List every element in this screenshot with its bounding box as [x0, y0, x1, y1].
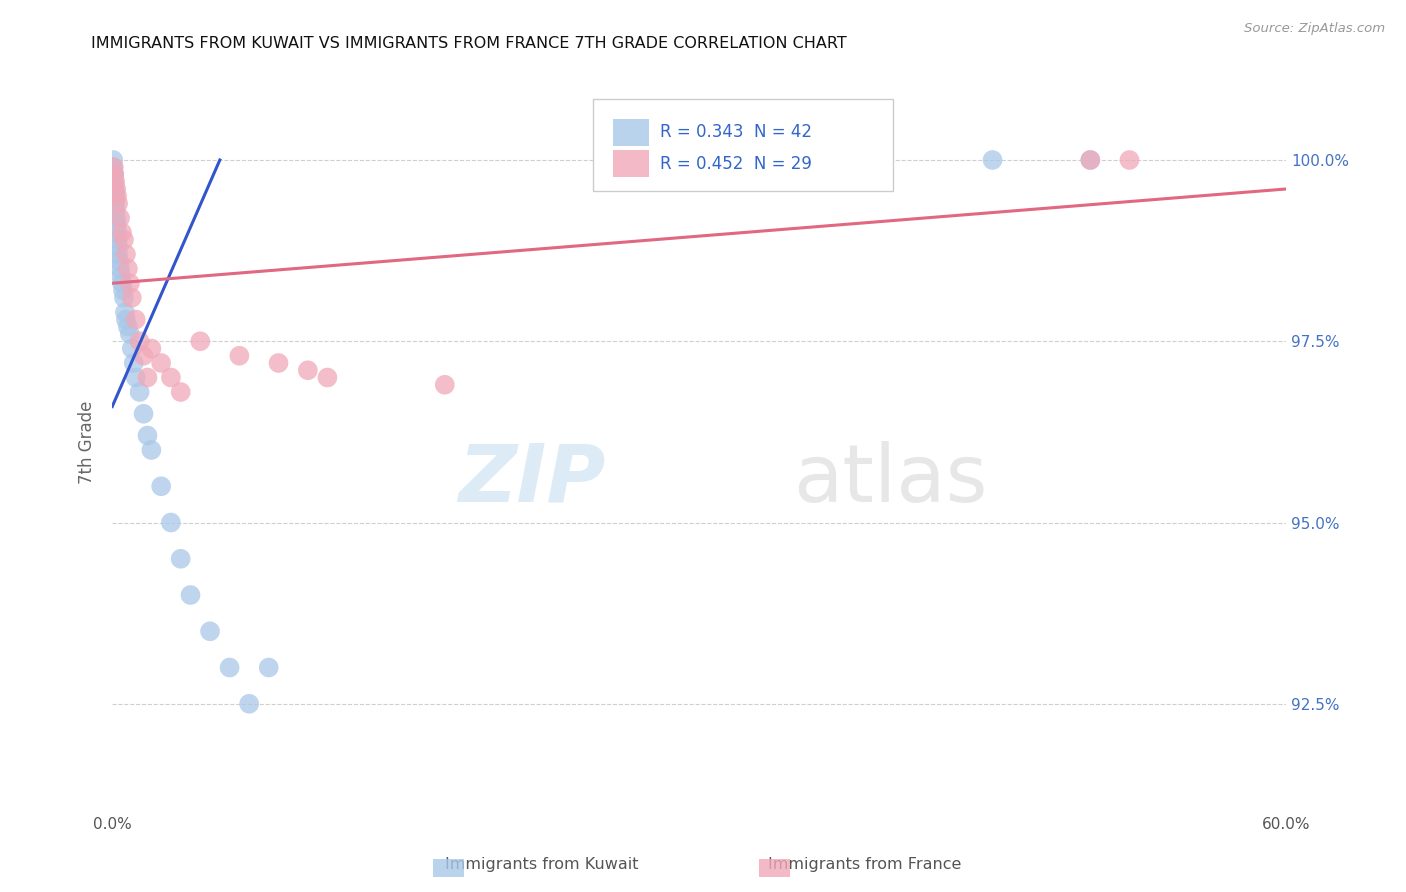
Point: [104, 203, 127, 218]
Point: [103, 168, 125, 182]
Point: [112, 233, 135, 247]
Point: [179, 588, 201, 602]
Point: [170, 551, 193, 566]
Point: [160, 516, 183, 530]
Point: [981, 153, 1004, 167]
Point: [141, 342, 163, 356]
Point: [115, 312, 138, 326]
Point: [170, 384, 193, 399]
Point: [104, 182, 127, 196]
Y-axis label: 7th Grade: 7th Grade: [79, 401, 96, 484]
Point: [105, 219, 128, 233]
Point: [433, 377, 456, 392]
Text: R = 0.452  N = 29: R = 0.452 N = 29: [661, 155, 813, 173]
Point: [118, 326, 141, 341]
Point: [111, 277, 134, 291]
Point: [103, 160, 125, 174]
Point: [112, 291, 135, 305]
Point: [228, 349, 250, 363]
Point: [1118, 153, 1140, 167]
Point: [297, 363, 319, 377]
Point: [121, 342, 143, 356]
Text: ZIP: ZIP: [458, 441, 605, 519]
Text: R = 0.343  N = 42: R = 0.343 N = 42: [661, 123, 813, 141]
Point: [107, 196, 129, 211]
Point: [104, 175, 127, 189]
Point: [257, 660, 280, 674]
Text: Source: ZipAtlas.com: Source: ZipAtlas.com: [1244, 22, 1385, 36]
Text: Immigrants from France: Immigrants from France: [768, 857, 962, 872]
Text: Immigrants from Kuwait: Immigrants from Kuwait: [444, 857, 638, 872]
Point: [132, 349, 155, 363]
Point: [128, 384, 150, 399]
Point: [103, 160, 125, 174]
Point: [316, 370, 339, 384]
Point: [107, 247, 129, 261]
Text: IMMIGRANTS FROM KUWAIT VS IMMIGRANTS FROM FRANCE 7TH GRADE CORRELATION CHART: IMMIGRANTS FROM KUWAIT VS IMMIGRANTS FRO…: [91, 36, 848, 51]
Point: [198, 624, 221, 639]
Point: [107, 233, 129, 247]
Point: [115, 247, 138, 261]
Point: [136, 428, 159, 442]
Point: [150, 356, 173, 370]
Point: [105, 189, 128, 203]
Point: [125, 312, 148, 326]
Point: [136, 370, 159, 384]
Point: [117, 261, 139, 276]
Point: [141, 442, 163, 457]
Point: [108, 261, 131, 276]
Point: [108, 211, 131, 225]
Point: [105, 182, 128, 196]
Point: [1078, 153, 1101, 167]
Point: [108, 254, 131, 268]
Point: [117, 319, 139, 334]
FancyBboxPatch shape: [613, 119, 648, 145]
Point: [150, 479, 173, 493]
Point: [1078, 153, 1101, 167]
Point: [110, 268, 132, 283]
Point: [103, 175, 125, 189]
Point: [103, 168, 125, 182]
Point: [121, 291, 143, 305]
FancyBboxPatch shape: [593, 99, 893, 191]
Point: [104, 196, 127, 211]
Point: [128, 334, 150, 349]
Point: [125, 370, 148, 384]
Point: [122, 356, 145, 370]
FancyBboxPatch shape: [613, 151, 648, 178]
Point: [111, 226, 134, 240]
Point: [103, 153, 125, 167]
Point: [105, 211, 128, 225]
Point: [111, 284, 134, 298]
Point: [218, 660, 240, 674]
Point: [132, 407, 155, 421]
Point: [103, 168, 125, 182]
Point: [238, 697, 260, 711]
Point: [188, 334, 211, 349]
Point: [160, 370, 183, 384]
Text: atlas: atlas: [793, 441, 987, 519]
Point: [118, 277, 141, 291]
Point: [105, 226, 128, 240]
Point: [104, 189, 127, 203]
Point: [114, 305, 136, 319]
Point: [267, 356, 290, 370]
Point: [107, 240, 129, 254]
